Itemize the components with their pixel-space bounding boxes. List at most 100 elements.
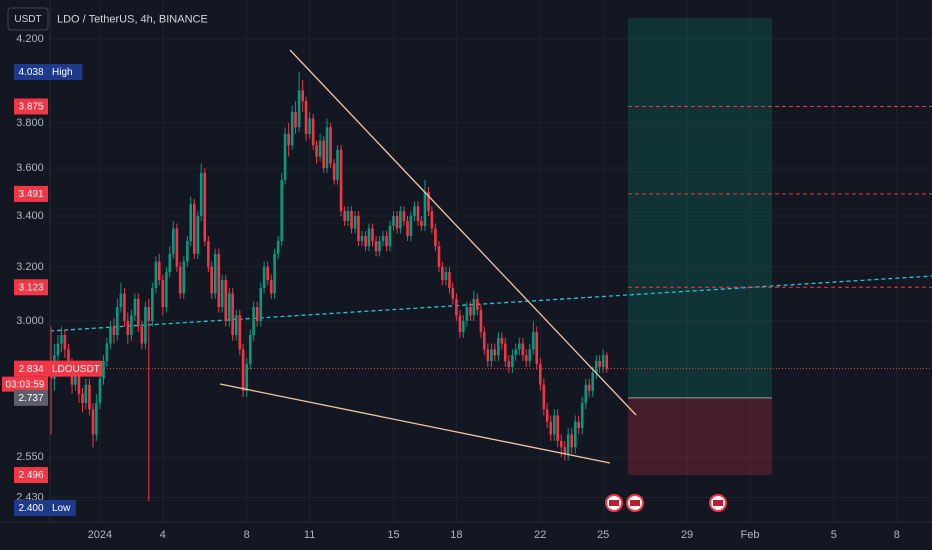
candle-body [273,253,276,294]
candle-body [322,140,325,169]
candle-body [462,320,465,333]
candle-body [262,266,266,289]
candle-body [469,307,472,316]
resistance-line [289,49,637,416]
grid [50,0,932,522]
candle-body [598,360,601,367]
candle-body [350,211,353,229]
y-tick-label: 3.600 [16,162,44,174]
candle-body [301,90,304,102]
y-tick-label: 3.400 [16,210,44,222]
x-tick-label: 11 [304,529,315,541]
candle-body [227,293,231,321]
price-badge [14,499,48,516]
candle-body [234,315,238,336]
candle-body [339,149,343,212]
candle-body [430,211,434,229]
x-tick-label: 4 [160,529,166,541]
candle-body [357,216,360,242]
candle-body [140,326,144,344]
candle-body [213,253,217,294]
countdown-badge [2,376,48,392]
candle-body [427,191,430,212]
y-tick-label: 3.200 [16,261,44,273]
candle-body [325,127,329,169]
price-badge [14,98,48,115]
candle-body [500,337,504,344]
candle-body [133,298,137,316]
candle-body [591,372,595,391]
candle-body [399,211,402,229]
candle-body [465,307,469,321]
candle-body [112,326,116,336]
candle-body [294,111,297,128]
candle-body [490,349,493,361]
candle-body [123,293,126,321]
candle-body [231,293,234,336]
candle-body [521,343,525,356]
x-tick-label: 5 [831,529,837,541]
candle-body [91,409,95,435]
price-badge-label: 3.491 [18,189,43,200]
candle-body [84,384,88,404]
price-badge-tag [48,499,76,516]
candle-body [605,355,609,369]
candle-body [371,228,374,242]
profit-zone [628,18,772,398]
candle-body [266,266,269,281]
candle-body [116,307,119,336]
candle-body [280,179,284,242]
candle-body [514,349,518,356]
x-tick-label: Feb [740,529,759,541]
candle-body [388,225,392,247]
price-badge-label: 2.400 [18,503,43,514]
candle-body [594,360,598,373]
price-badge [14,360,48,377]
candle-body [147,307,151,321]
candle-body [451,288,455,299]
candle-body [441,266,444,281]
candle-body [154,261,158,289]
candle-body [304,101,308,134]
price-badge [14,389,48,406]
candle-body [136,298,140,327]
candle-body [472,298,476,316]
y-tick-label: 3.800 [16,117,44,129]
candle-body [196,216,200,254]
support-line [219,383,611,464]
price-badge-tag [48,63,83,80]
candle-body [381,236,385,242]
candle-body [434,228,437,247]
candle-body [503,343,507,361]
candle-body [175,228,179,267]
candle-body [217,253,221,308]
candle-body [601,355,605,367]
candle-body [535,332,539,364]
candle-body [437,246,441,267]
x-tick-label: 22 [534,529,546,541]
price-badge-label: 3.875 [18,102,43,113]
candle-body [67,349,70,364]
candle-body [105,343,109,361]
price-badge-tag-label: LDOUSDT [52,364,100,375]
candle-body [549,421,553,435]
candle-body [203,172,207,242]
candle-body [553,415,556,435]
price-badge [14,63,48,80]
candle-body [406,220,409,237]
y-tick-label: 4.200 [16,33,44,45]
candle-body [210,266,213,294]
event-icons [605,494,727,512]
candle-body [329,127,332,164]
x-tick-label: 8 [894,529,900,541]
candle-body [538,363,542,385]
position-box [628,18,772,476]
candle-body [528,349,532,361]
symbol-badge-text: USDT [14,14,41,25]
symbol-badge[interactable] [7,7,49,31]
candle-body [455,298,458,316]
candle-body [367,228,371,247]
flag [630,500,640,506]
